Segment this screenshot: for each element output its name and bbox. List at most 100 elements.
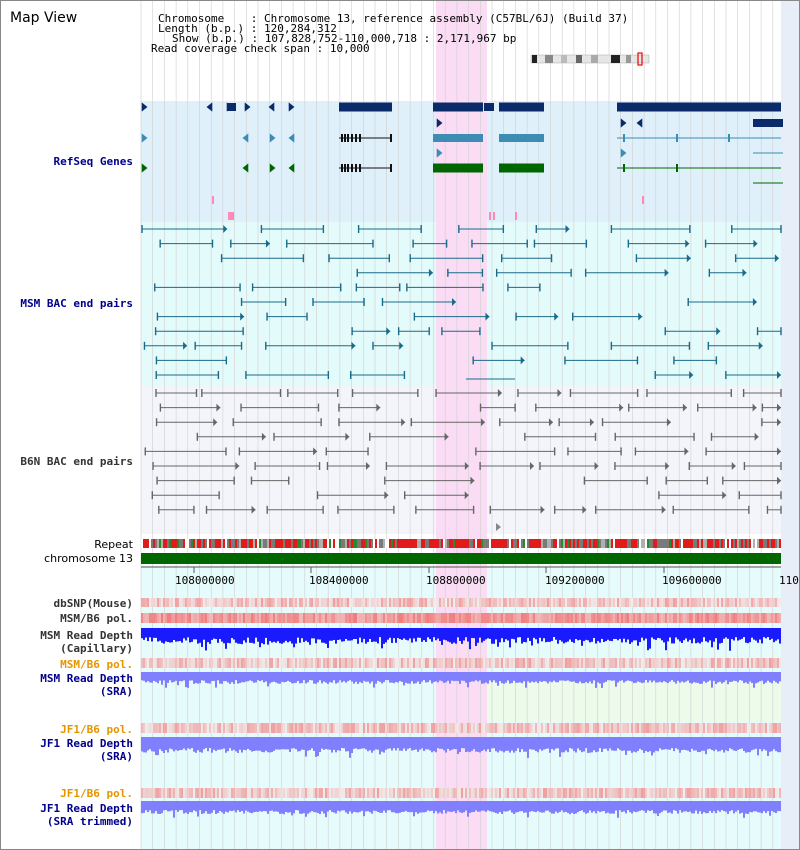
depth-bar — [203, 628, 205, 640]
heat-segment — [741, 658, 743, 668]
depth-bar — [633, 628, 635, 641]
heat-segment — [533, 658, 535, 668]
heat-segment — [305, 723, 307, 733]
depth-bar — [215, 628, 217, 640]
heat-segment — [669, 723, 671, 733]
heat-segment — [611, 613, 613, 623]
depth-bar — [697, 737, 699, 753]
depth-bar — [733, 628, 735, 641]
depth-bar — [487, 801, 489, 811]
heat-segment — [313, 788, 315, 798]
msm-read-depth-sra-label[interactable]: MSM Read Depth — [40, 672, 133, 685]
heat-segment — [367, 613, 369, 623]
depth-bar — [663, 737, 665, 750]
depth-bar — [421, 672, 423, 682]
jf1-read-depth-sra-label[interactable]: JF1 Read Depth — [40, 737, 133, 750]
heat-segment — [627, 658, 629, 668]
bac-end-arrow — [689, 371, 694, 379]
heat-segment — [159, 613, 161, 623]
depth-bar — [501, 801, 503, 814]
heat-segment — [535, 658, 537, 668]
repeat-segment — [455, 539, 457, 548]
msm-read-depth-capillary-label[interactable]: MSM Read Depth — [40, 629, 133, 642]
depth-bar — [725, 628, 727, 638]
heat-segment — [483, 723, 485, 733]
heat-segment — [571, 723, 573, 733]
repeat-segment — [689, 539, 691, 548]
coverage-key: Read coverage check span — [151, 42, 310, 55]
depth-bar — [517, 628, 519, 638]
heat-segment — [325, 788, 327, 798]
depth-bar — [171, 628, 173, 643]
depth-bar — [249, 628, 251, 643]
heat-segment — [357, 788, 359, 798]
depth-bar — [185, 801, 187, 813]
depth-bar — [515, 672, 517, 683]
depth-bar — [275, 672, 277, 683]
depth-bar — [265, 672, 267, 682]
b6n-bac-label[interactable]: B6N BAC end pairs — [20, 455, 133, 468]
heat-segment — [557, 613, 559, 623]
heat-segment — [485, 613, 487, 623]
heat-segment — [675, 723, 677, 733]
heat-segment — [523, 598, 525, 607]
msm-b6-pol-sra-label[interactable]: MSM/B6 pol. — [60, 658, 133, 671]
heat-segment — [163, 788, 165, 798]
heat-segment — [325, 658, 327, 668]
depth-bar — [301, 801, 303, 814]
heat-segment — [323, 613, 325, 623]
depth-bar — [439, 628, 441, 642]
heat-segment — [171, 598, 173, 607]
refseq-genes-label[interactable]: RefSeq Genes — [53, 155, 133, 168]
depth-bar — [661, 737, 663, 750]
heat-segment — [745, 788, 747, 798]
heat-segment — [239, 598, 241, 607]
depth-bar — [241, 628, 243, 645]
depth-bar — [643, 737, 645, 753]
depth-bar — [299, 672, 301, 684]
depth-bar — [149, 737, 151, 750]
heat-segment — [687, 598, 689, 607]
depth-bar — [727, 628, 729, 639]
heat-segment — [285, 723, 287, 733]
gene-arrow — [636, 118, 643, 128]
heat-segment — [253, 723, 255, 733]
depth-bar — [395, 628, 397, 643]
depth-bar — [323, 672, 325, 682]
heat-segment — [523, 613, 525, 623]
heat-segment — [753, 658, 755, 668]
depth-bar — [685, 628, 687, 639]
gene-block — [499, 134, 544, 142]
heat-segment — [635, 723, 637, 733]
depth-bar — [779, 737, 781, 753]
depth-bar — [463, 801, 465, 813]
heat-segment — [175, 598, 177, 607]
msm-bac-label[interactable]: MSM BAC end pairs — [20, 297, 133, 310]
depth-bar — [641, 672, 643, 684]
depth-bar — [323, 737, 325, 750]
depth-bar — [361, 801, 363, 811]
heat-segment — [713, 723, 715, 733]
heat-segment — [709, 658, 711, 668]
dbsnp-label[interactable]: dbSNP(Mouse) — [53, 597, 133, 610]
heat-segment — [729, 788, 731, 798]
heat-segment — [217, 598, 219, 607]
heat-segment — [187, 723, 189, 733]
depth-bar — [503, 801, 505, 812]
repeat-segment — [287, 539, 289, 548]
msm-b6-pol-label[interactable]: MSM/B6 pol. — [60, 612, 133, 625]
depth-bar — [711, 672, 713, 688]
depth-bar — [331, 628, 333, 641]
heat-segment — [455, 613, 457, 623]
heat-segment — [547, 658, 549, 668]
heat-segment — [289, 598, 291, 607]
jf1-read-depth-trim-label[interactable]: JF1 Read Depth — [40, 802, 133, 815]
heat-segment — [491, 788, 493, 798]
jf1-b6-pol-label[interactable]: JF1/B6 pol. — [60, 723, 133, 736]
heat-segment — [707, 598, 709, 607]
jf1-b6-pol-trim-label[interactable]: JF1/B6 pol. — [60, 787, 133, 800]
depth-bar — [245, 737, 247, 751]
heat-segment — [607, 723, 609, 733]
